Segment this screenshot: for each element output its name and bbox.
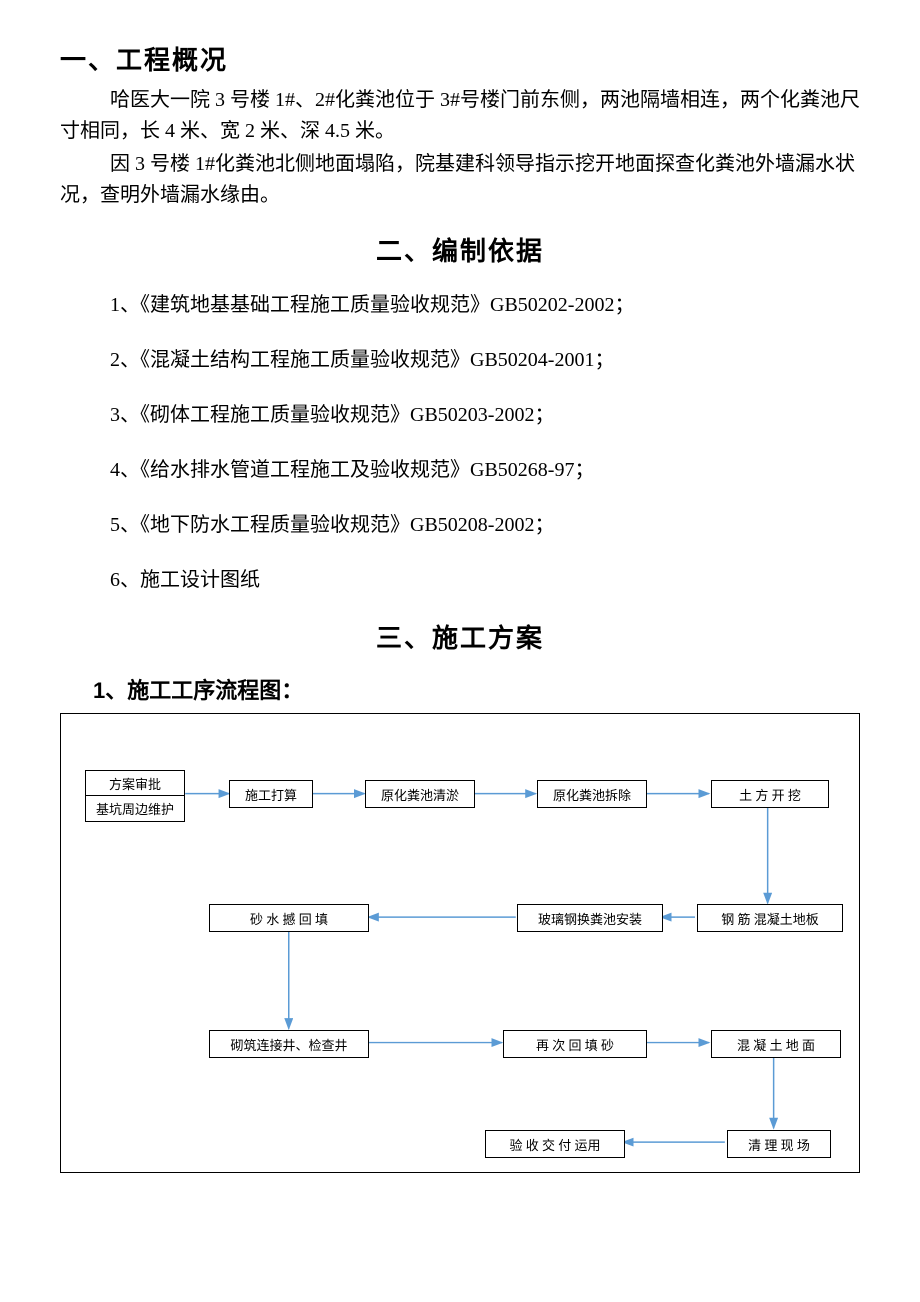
flow-node-n12: 验 收 交 付 运用 — [485, 1130, 625, 1158]
flow-node-n8: 砌筑连接井、检查井 — [209, 1030, 369, 1058]
flowchart: 方案审批基坑周边维护 施工打算 原化粪池清淤 原化粪池拆除 土 方 开 挖钢 筋 混凝土… — [60, 713, 860, 1173]
section1-heading: 一、工程概况 — [60, 40, 860, 77]
flow-node-n10: 混 凝 土 地 面 — [711, 1030, 841, 1058]
basis-list: 1、《建筑地基基础工程施工质量验收规范》GB50202-2002； 2、《混凝土… — [60, 288, 860, 592]
basis-item-4: 4、《给水排水管道工程施工及验收规范》GB50268-97； — [60, 453, 860, 482]
section1-p2: 因 3 号楼 1#化粪池北侧地面塌陷，院基建科领导指示挖开地面探查化粪池外墙漏水… — [60, 149, 860, 211]
flow-node-n1: 施工打算 — [229, 780, 313, 808]
section3-sub1: 1、施工工序流程图： — [60, 673, 860, 705]
flow-node-n7: 砂 水 撼 回 填 — [209, 904, 369, 932]
basis-item-1: 1、《建筑地基基础工程施工质量验收规范》GB50202-2002； — [60, 288, 860, 317]
section3-heading: 三、施工方案 — [60, 618, 860, 655]
flow-node-n11: 清 理 现 场 — [727, 1130, 831, 1158]
section1-p1: 哈医大一院 3 号楼 1#、2#化粪池位于 3#号楼门前东侧，两池隔墙相连，两个… — [60, 85, 860, 147]
section2-heading: 二、编制依据 — [60, 231, 860, 268]
basis-item-6: 6、施工设计图纸 — [60, 563, 860, 592]
flow-node-n2: 原化粪池清淤 — [365, 780, 475, 808]
basis-item-2: 2、《混凝土结构工程施工质量验收规范》GB50204-2001； — [60, 343, 860, 372]
flow-node-n0b: 基坑周边维护 — [85, 796, 185, 822]
basis-item-5: 5、《地下防水工程质量验收规范》GB50208-2002； — [60, 508, 860, 537]
flow-node-n3: 原化粪池拆除 — [537, 780, 647, 808]
flow-node-n5: 钢 筋 混凝土地板 — [697, 904, 843, 932]
flow-node-n9: 再 次 回 填 砂 — [503, 1030, 647, 1058]
basis-item-3: 3、《砌体工程施工质量验收规范》GB50203-2002； — [60, 398, 860, 427]
flow-node-n0a: 方案审批 — [85, 770, 185, 796]
flow-node-n6: 玻璃钢换粪池安装 — [517, 904, 663, 932]
flow-node-n4: 土 方 开 挖 — [711, 780, 829, 808]
